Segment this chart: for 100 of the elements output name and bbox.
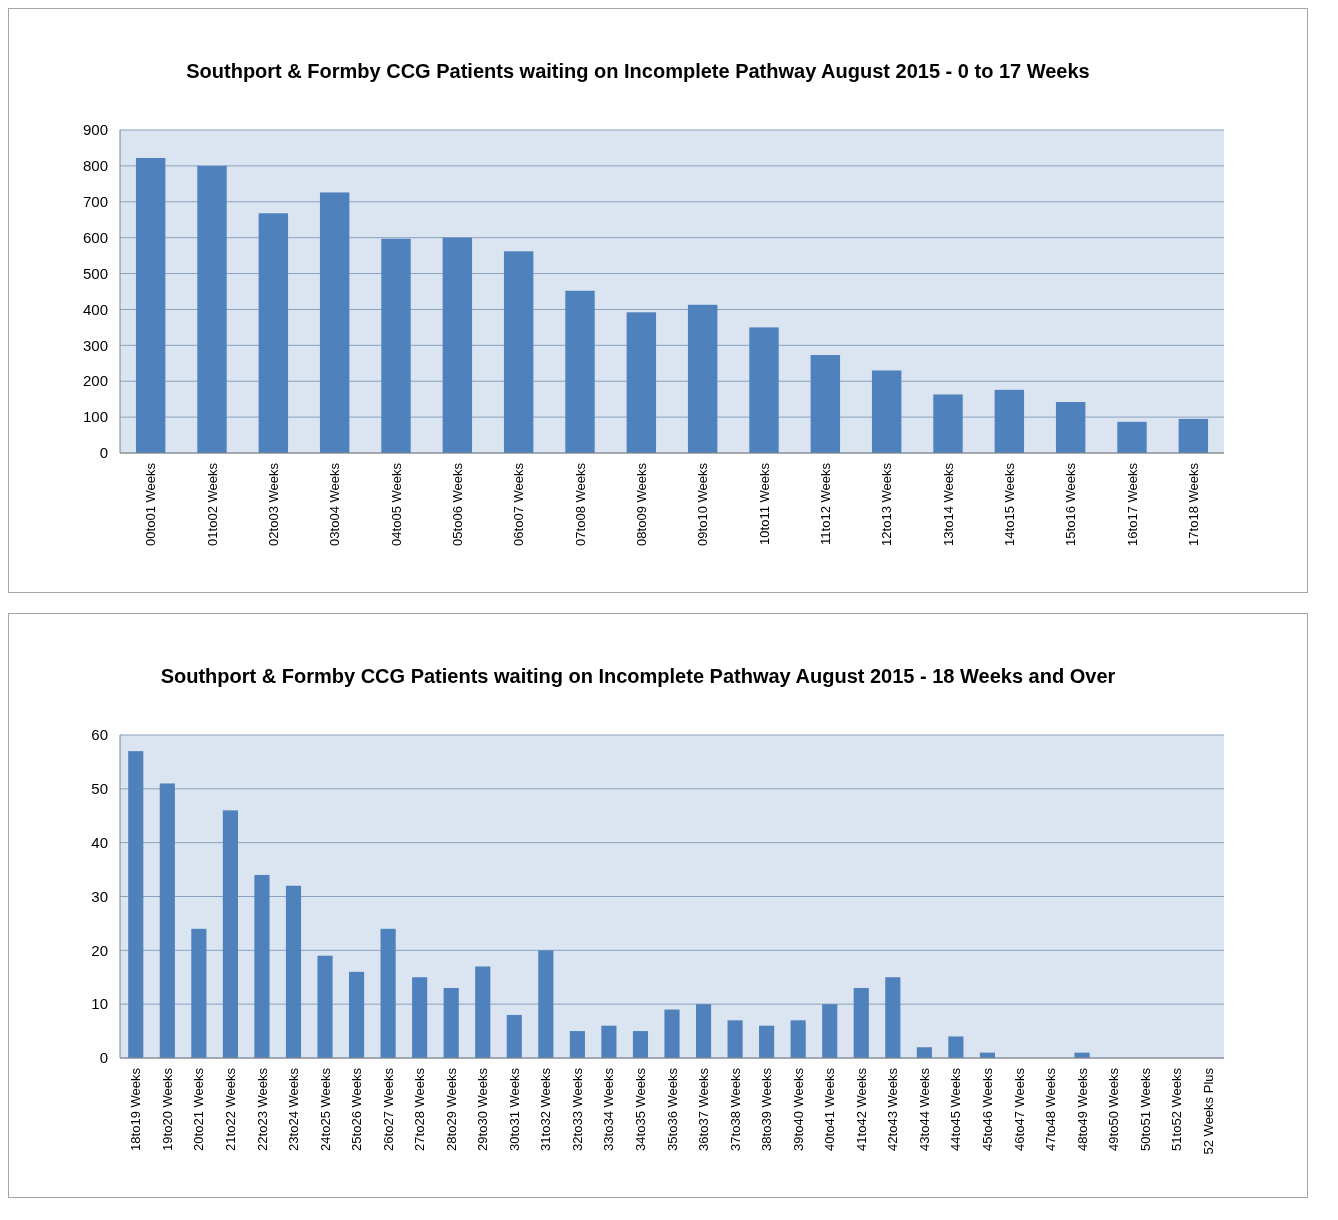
y-tick-label: 60 <box>91 726 108 744</box>
x-tick-label: 43to44 Weeks <box>916 1067 932 1151</box>
x-tick-label: 32to33 Weeks <box>569 1067 585 1151</box>
y-tick-label: 300 <box>82 336 108 354</box>
x-tick-label: 36to37 Weeks <box>696 1067 712 1151</box>
x-tick-label: 04to05 Weeks <box>388 462 404 546</box>
bar <box>695 1004 712 1058</box>
x-tick-label: 19to20 Weeks <box>159 1067 175 1151</box>
x-tick-label: 41to42 Weeks <box>853 1067 869 1151</box>
bar <box>601 1025 617 1058</box>
bar <box>626 312 657 453</box>
x-tick-label: 35to36 Weeks <box>664 1067 680 1151</box>
bar <box>1117 421 1147 453</box>
x-tick-label: 21to22 Weeks <box>222 1067 238 1151</box>
x-tick-label: 49to50 Weeks <box>1106 1067 1122 1151</box>
x-tick-label: 01to02 Weeks <box>204 462 220 546</box>
y-tick-label: 50 <box>91 780 108 798</box>
x-tick-label: 06to07 Weeks <box>511 462 527 546</box>
x-tick-label: 27to28 Weeks <box>412 1067 428 1151</box>
bar <box>503 251 534 453</box>
bar <box>871 370 902 453</box>
x-tick-label: 03to04 Weeks <box>327 462 343 546</box>
x-tick-label: 34to35 Weeks <box>633 1067 649 1151</box>
bar <box>810 355 841 453</box>
y-tick-label: 200 <box>82 372 108 390</box>
y-tick-label: 30 <box>91 887 108 905</box>
bar <box>565 290 595 453</box>
y-tick-label: 800 <box>82 157 108 175</box>
x-tick-label: 05to06 Weeks <box>449 462 465 546</box>
x-tick-label: 23to24 Weeks <box>286 1067 302 1151</box>
x-tick-label: 40to41 Weeks <box>822 1067 838 1151</box>
y-tick-label: 10 <box>91 995 108 1013</box>
bar <box>442 237 473 453</box>
bar <box>759 1025 775 1058</box>
x-tick-label: 48to49 Weeks <box>1074 1067 1090 1151</box>
bar <box>790 1020 806 1058</box>
y-tick-label: 900 <box>82 121 108 139</box>
bar <box>254 874 270 1058</box>
y-tick-label: 500 <box>82 264 108 282</box>
bar <box>994 389 1025 453</box>
bar <box>319 192 350 453</box>
bar <box>412 977 428 1058</box>
bar <box>191 928 207 1058</box>
x-tick-label: 00to01 Weeks <box>143 462 159 546</box>
bar <box>197 165 227 453</box>
x-tick-label: 39to40 Weeks <box>790 1067 806 1151</box>
bar <box>569 1031 585 1058</box>
bar <box>948 1036 964 1058</box>
bar <box>349 971 365 1058</box>
x-tick-label: 28to29 Weeks <box>443 1067 459 1151</box>
x-tick-label: 38to39 Weeks <box>759 1067 775 1151</box>
bar <box>135 157 166 453</box>
chart-title: Southport & Formby CCG Patients waiting on Incomplete Pathway August 2015 - 18 Weeks and Over <box>160 665 1116 687</box>
x-tick-label: 52 Weeks Plus <box>1200 1067 1216 1155</box>
bar <box>443 988 459 1058</box>
y-tick-label: 0 <box>99 444 108 462</box>
bar <box>1055 402 1086 453</box>
chart-title: Southport & Formby CCG Patients waiting on Incomplete Pathway August 2015 - 0 to 17 Weeks <box>186 60 1090 82</box>
x-tick-label: 02to03 Weeks <box>265 462 281 546</box>
x-tick-label: 45to46 Weeks <box>979 1067 995 1151</box>
y-tick-label: 400 <box>82 300 108 318</box>
y-tick-label: 40 <box>91 833 108 851</box>
x-tick-label: 18to19 Weeks <box>128 1067 144 1151</box>
x-tick-label: 09to10 Weeks <box>695 462 711 546</box>
bar <box>128 751 144 1058</box>
x-tick-label: 14to15 Weeks <box>1001 462 1017 546</box>
bar <box>749 327 779 453</box>
bar <box>159 783 175 1058</box>
bar <box>853 988 869 1058</box>
x-tick-label: 07to08 Weeks <box>572 462 588 546</box>
x-tick-label: 08to09 Weeks <box>633 462 649 546</box>
x-tick-label: 44to45 Weeks <box>948 1067 964 1151</box>
x-tick-label: 50to51 Weeks <box>1137 1067 1153 1151</box>
bar <box>632 1031 649 1058</box>
bar <box>380 928 396 1058</box>
bar <box>916 1047 932 1058</box>
y-tick-label: 0 <box>99 1049 108 1067</box>
y-tick-label: 700 <box>82 193 108 211</box>
bar <box>258 213 289 453</box>
bar <box>506 1014 522 1058</box>
bar <box>317 955 333 1058</box>
x-tick-label: 13to14 Weeks <box>940 462 956 546</box>
bar <box>285 885 302 1058</box>
bar <box>664 1009 680 1058</box>
x-tick-label: 24to25 Weeks <box>317 1067 333 1151</box>
x-tick-label: 46to47 Weeks <box>1011 1067 1027 1151</box>
x-tick-label: 11to12 Weeks <box>817 462 833 545</box>
y-tick-label: 100 <box>82 408 108 426</box>
bar <box>222 810 238 1058</box>
x-tick-label: 37to38 Weeks <box>727 1067 743 1151</box>
x-tick-label: 42to43 Weeks <box>885 1067 901 1151</box>
x-tick-label: 33to34 Weeks <box>601 1067 617 1151</box>
x-tick-label: 30to31 Weeks <box>506 1067 522 1151</box>
bar <box>727 1020 743 1058</box>
bar <box>885 977 901 1058</box>
x-tick-label: 51to52 Weeks <box>1169 1067 1185 1151</box>
x-tick-label: 10to11 Weeks <box>756 462 772 545</box>
x-tick-label: 20to21 Weeks <box>191 1067 207 1151</box>
x-tick-label: 26to27 Weeks <box>380 1067 396 1151</box>
bar <box>381 238 411 453</box>
